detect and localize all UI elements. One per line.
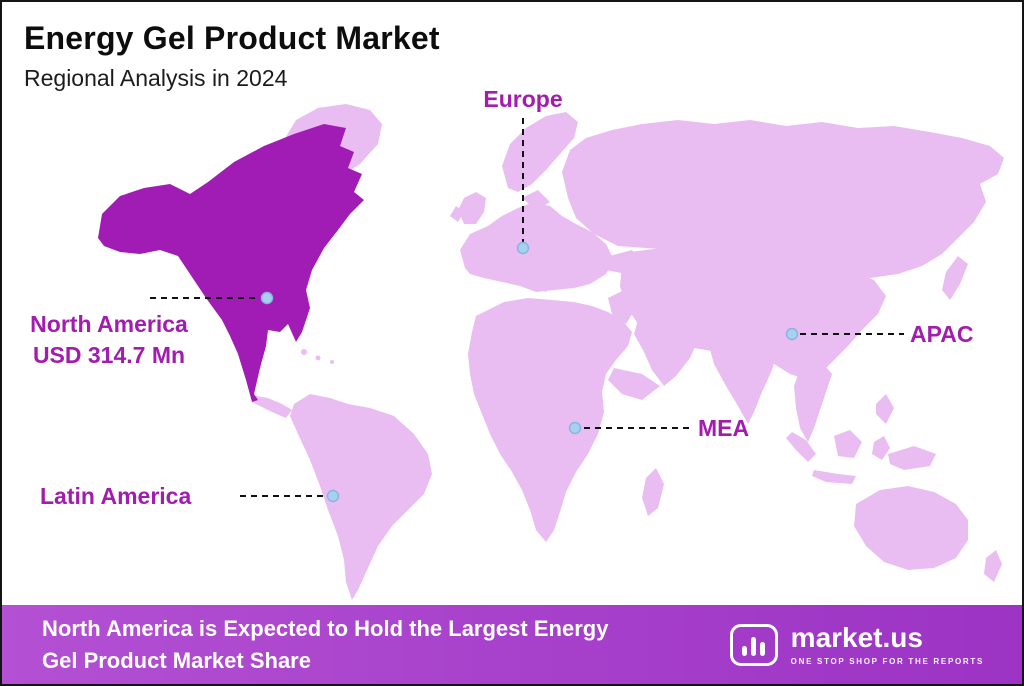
landmass-sulawesi <box>872 436 890 460</box>
region-label-north-america-name: North America <box>30 311 188 337</box>
landmass-japan <box>942 256 968 300</box>
landmass-caribbean-island <box>315 355 321 361</box>
marker-latin-america <box>326 489 340 503</box>
landmass-south-america <box>290 394 432 600</box>
landmass-australia <box>854 486 968 570</box>
landmass-siberia <box>562 120 1004 278</box>
logo-bar-icon <box>742 645 748 656</box>
landmass-new-zealand <box>984 550 1002 582</box>
landmass-africa <box>468 298 632 542</box>
footer-banner: North America is Expected to Hold the La… <box>2 605 1022 684</box>
landmass-uk <box>458 192 486 224</box>
landmass-java <box>812 470 856 484</box>
header: Energy Gel Product Market Regional Analy… <box>24 20 440 92</box>
footer-caption-line1: North America is Expected to Hold the La… <box>42 616 609 642</box>
marker-apac <box>785 327 799 341</box>
landmass-ireland <box>450 206 464 222</box>
landmass-levant <box>608 288 636 324</box>
region-label-apac: APAC <box>910 321 974 347</box>
page-title: Energy Gel Product Market <box>24 20 440 56</box>
landmass-india <box>708 338 778 424</box>
landmass-horn-of-africa <box>608 368 660 400</box>
landmass-caribbean-island <box>301 349 307 355</box>
landmass-east-asia <box>620 248 886 380</box>
brand-text: market.us ONE STOP SHOP FOR THE REPORTS <box>790 621 984 666</box>
landmass-europe <box>460 202 614 292</box>
region-label-north-america: North America USD 314.7 Mn <box>6 309 212 371</box>
marketus-logo-icon <box>729 623 778 666</box>
region-markers <box>260 241 799 503</box>
landmass-philippines <box>876 394 894 424</box>
region-label-north-america-value: USD 314.7 Mn <box>32 342 186 369</box>
page-subtitle: Regional Analysis in 2024 <box>24 65 288 91</box>
region-label-latin-america: Latin America <box>40 483 192 509</box>
landmass-sumatra <box>786 432 816 462</box>
marker-north-america <box>260 291 274 305</box>
logo-bar-icon <box>751 636 757 656</box>
landmass-denmark <box>522 190 550 210</box>
landmasses <box>98 104 1004 600</box>
brand-tagline: ONE STOP SHOP FOR THE REPORTS <box>790 656 984 666</box>
landmass-new-guinea <box>888 446 936 470</box>
landmass-borneo <box>834 430 862 458</box>
logo-bar-icon <box>760 641 766 656</box>
landmass-central-america <box>252 396 292 418</box>
landmass-arabia <box>634 316 698 386</box>
landmass-scandinavia <box>502 112 578 192</box>
region-label-europe: Europe <box>483 86 563 112</box>
marker-europe <box>516 241 530 255</box>
landmass-madagascar <box>642 468 664 516</box>
marker-mea <box>568 421 582 435</box>
footer-caption-line2: Gel Product Market Share <box>42 647 311 673</box>
leader-lines <box>150 118 904 497</box>
footer-caption: North America is Expected to Hold the La… <box>42 613 608 675</box>
landmass-north-america-highlighted <box>98 124 364 402</box>
landmass-caribbean-island <box>330 360 334 364</box>
brand-name: market.us <box>790 621 923 653</box>
brand-logo: market.us ONE STOP SHOP FOR THE REPORTS <box>729 621 984 666</box>
landmass-italy <box>536 264 552 292</box>
landmass-indochina <box>794 360 832 442</box>
region-label-mea: MEA <box>698 415 750 441</box>
landmass-anatolia <box>602 250 642 274</box>
